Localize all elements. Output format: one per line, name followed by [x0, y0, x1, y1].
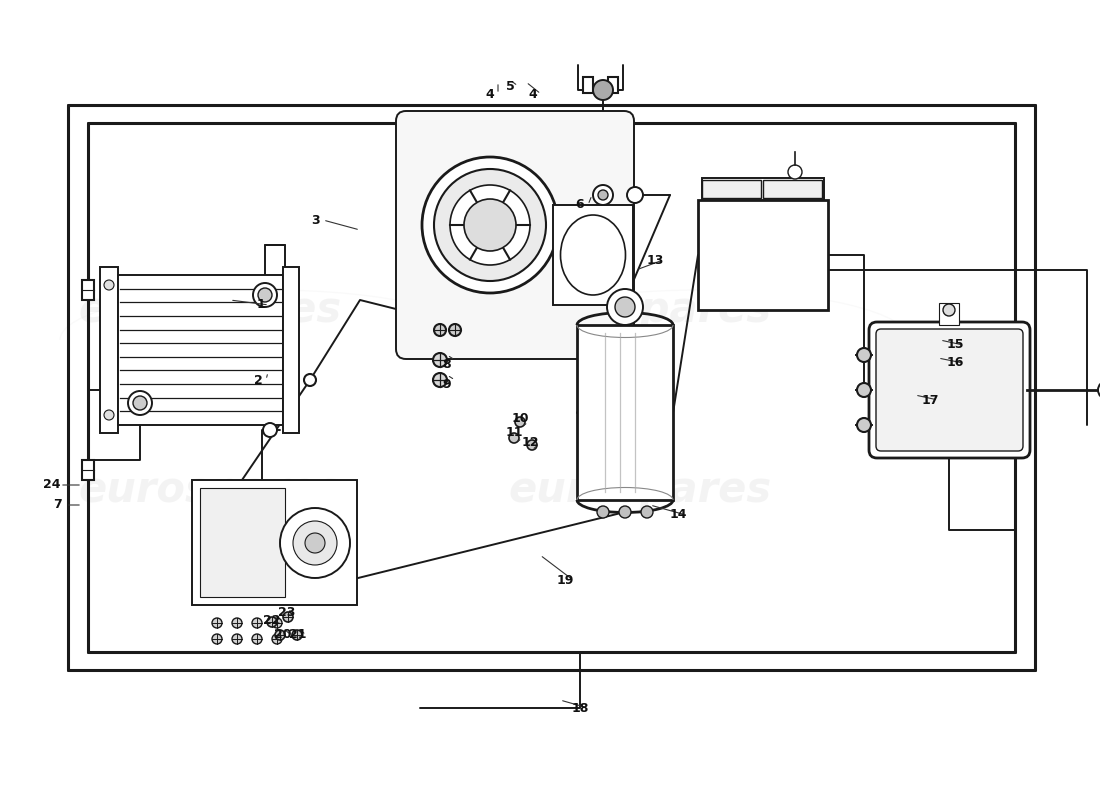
- Text: eurospares: eurospares: [508, 289, 771, 331]
- Circle shape: [450, 185, 530, 265]
- Circle shape: [433, 353, 447, 367]
- Bar: [583, 77, 593, 93]
- FancyBboxPatch shape: [396, 111, 634, 359]
- Text: 14: 14: [669, 509, 686, 522]
- Circle shape: [293, 521, 337, 565]
- Text: 19: 19: [557, 574, 574, 586]
- Circle shape: [292, 630, 302, 640]
- Circle shape: [104, 280, 114, 290]
- Text: 11: 11: [505, 426, 522, 438]
- Circle shape: [272, 634, 282, 644]
- Text: eurospares: eurospares: [78, 469, 342, 511]
- Circle shape: [252, 618, 262, 628]
- Circle shape: [434, 169, 546, 281]
- Circle shape: [253, 283, 277, 307]
- Text: 22: 22: [263, 614, 280, 626]
- Circle shape: [267, 617, 277, 627]
- Circle shape: [263, 423, 277, 437]
- Text: 16: 16: [946, 357, 964, 370]
- Circle shape: [593, 185, 613, 205]
- Bar: [578, 325, 673, 500]
- Text: 13: 13: [647, 254, 663, 266]
- Bar: [702, 178, 824, 200]
- Bar: [200, 488, 285, 597]
- Circle shape: [434, 324, 446, 336]
- Text: 20: 20: [274, 629, 292, 642]
- Circle shape: [464, 199, 516, 251]
- Text: 15: 15: [946, 338, 964, 351]
- Circle shape: [104, 410, 114, 420]
- Bar: [192, 480, 358, 605]
- Circle shape: [280, 508, 350, 578]
- Circle shape: [619, 506, 631, 518]
- Text: 10: 10: [512, 411, 529, 425]
- Bar: [698, 200, 828, 310]
- Text: 3: 3: [310, 214, 319, 226]
- Circle shape: [1098, 381, 1100, 399]
- Circle shape: [232, 618, 242, 628]
- Bar: [283, 267, 299, 433]
- Circle shape: [305, 533, 324, 553]
- Circle shape: [598, 190, 608, 200]
- Bar: [553, 205, 632, 305]
- Circle shape: [275, 630, 285, 640]
- Text: 2: 2: [254, 374, 263, 386]
- Circle shape: [607, 289, 644, 325]
- Circle shape: [232, 634, 242, 644]
- Circle shape: [597, 506, 609, 518]
- Circle shape: [133, 396, 147, 410]
- Text: 5: 5: [506, 79, 515, 93]
- Text: 7: 7: [54, 498, 63, 511]
- Circle shape: [515, 417, 525, 427]
- Bar: [118, 275, 283, 425]
- Bar: [100, 267, 118, 433]
- Text: 23: 23: [278, 606, 296, 618]
- Circle shape: [304, 374, 316, 386]
- Text: 4: 4: [485, 87, 494, 101]
- Text: 21: 21: [289, 629, 307, 642]
- Text: eurospares: eurospares: [78, 289, 342, 331]
- Bar: [82, 280, 94, 300]
- Circle shape: [212, 618, 222, 628]
- Text: 12: 12: [521, 435, 539, 449]
- Text: 1: 1: [256, 298, 265, 311]
- Bar: [763, 180, 822, 198]
- Circle shape: [593, 80, 613, 100]
- Bar: [702, 180, 761, 198]
- Text: 17: 17: [922, 394, 938, 406]
- Circle shape: [422, 157, 558, 293]
- Circle shape: [788, 165, 802, 179]
- Circle shape: [258, 288, 272, 302]
- Bar: [608, 77, 618, 93]
- Bar: [939, 303, 959, 325]
- Circle shape: [857, 348, 871, 362]
- FancyBboxPatch shape: [869, 322, 1030, 458]
- Circle shape: [527, 440, 537, 450]
- FancyBboxPatch shape: [876, 329, 1023, 451]
- Circle shape: [857, 383, 871, 397]
- Circle shape: [433, 373, 447, 387]
- Text: eurospares: eurospares: [508, 469, 771, 511]
- Circle shape: [128, 391, 152, 415]
- Text: 24: 24: [43, 478, 60, 491]
- Bar: [82, 460, 94, 480]
- Circle shape: [212, 634, 222, 644]
- Circle shape: [252, 634, 262, 644]
- Text: 6: 6: [575, 198, 584, 211]
- Circle shape: [943, 304, 955, 316]
- Circle shape: [641, 506, 653, 518]
- Circle shape: [615, 297, 635, 317]
- Circle shape: [283, 612, 293, 622]
- Text: 18: 18: [571, 702, 588, 714]
- Text: 8: 8: [442, 358, 451, 371]
- Text: 4: 4: [529, 87, 538, 101]
- Circle shape: [509, 433, 519, 443]
- Circle shape: [627, 187, 644, 203]
- Text: 9: 9: [442, 378, 451, 391]
- Circle shape: [449, 324, 461, 336]
- Circle shape: [857, 418, 871, 432]
- Circle shape: [272, 618, 282, 628]
